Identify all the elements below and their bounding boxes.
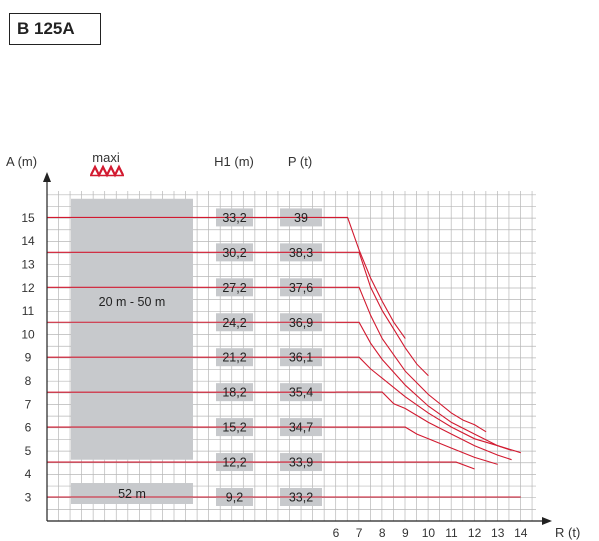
y-tick-label: 10 [21, 327, 35, 341]
capacity-curve [336, 426, 498, 465]
y-axis-arrow [43, 172, 51, 182]
y-tick-label: 4 [25, 467, 32, 481]
y-tick-label: 5 [25, 444, 32, 458]
p-value: 39 [294, 211, 308, 225]
p-value: 33,2 [289, 491, 313, 505]
y-tick-label: 12 [21, 281, 35, 295]
x-tick-label: 12 [468, 526, 482, 540]
model-label-box: B 125A [9, 13, 101, 45]
p-value: 36,1 [289, 351, 313, 365]
h1-column-header: H1 (m) [214, 154, 254, 169]
maxi-zigzag [90, 164, 124, 178]
range-block-label: 20 m - 50 m [99, 295, 166, 309]
axes-layer [43, 172, 552, 525]
h1-value: 30,2 [222, 246, 246, 260]
h1-value: 9,2 [226, 491, 243, 505]
y-tick-label: 6 [25, 421, 32, 435]
x-tick-label: 9 [402, 526, 409, 540]
h1-value: 18,2 [222, 386, 246, 400]
p-column-header: P (t) [288, 154, 312, 169]
p-value: 37,6 [289, 281, 313, 295]
h1-value: 24,2 [222, 316, 246, 330]
maxi-label: maxi [92, 150, 120, 165]
x-tick-label: 14 [514, 526, 528, 540]
h1-value: 12,2 [222, 456, 246, 470]
x-tick-label: 10 [422, 526, 436, 540]
capacity-curve [336, 391, 512, 461]
y-tick-label: 9 [25, 351, 32, 365]
maxi-icon [90, 164, 124, 178]
y-tick-label: 7 [25, 397, 32, 411]
range-block [71, 198, 193, 460]
range-blocks-layer [71, 198, 322, 506]
x-tick-label: 8 [379, 526, 386, 540]
series-layer [47, 216, 521, 498]
capacity-curve [336, 461, 475, 470]
p-value: 33,9 [289, 456, 313, 470]
range-block-label: 52 m [118, 487, 146, 501]
x-tick-label: 11 [445, 526, 458, 540]
p-value: 36,9 [289, 316, 313, 330]
x-tick-label: 13 [491, 526, 505, 540]
capacity-curve [336, 216, 406, 339]
y-tick-label: 11 [22, 304, 35, 318]
y-tick-label: 14 [21, 234, 35, 248]
y-axis-label: A (m) [6, 154, 37, 169]
y-tick-label: 8 [25, 374, 32, 388]
h1-value: 15,2 [222, 421, 246, 435]
y-tick-label: 3 [25, 491, 32, 505]
p-value: 38,3 [289, 246, 313, 260]
h1-value: 21,2 [222, 351, 246, 365]
capacity-curve [336, 251, 429, 377]
capacity-curve [336, 286, 487, 433]
x-tick-label: 7 [356, 526, 363, 540]
p-value: 34,7 [289, 421, 313, 435]
capacity-curve [336, 321, 512, 451]
model-label: B 125A [17, 19, 75, 38]
y-tick-label: 13 [21, 258, 35, 272]
capacity-curve [336, 356, 521, 454]
x-axis-label: R (t) [555, 525, 580, 540]
x-axis-arrow [542, 517, 552, 525]
y-tick-label: 15 [21, 211, 35, 225]
h1-value: 27,2 [222, 281, 246, 295]
range-block [71, 483, 193, 504]
p-value: 35,4 [289, 386, 313, 400]
x-tick-label: 6 [333, 526, 340, 540]
h1-value: 33,2 [222, 211, 246, 225]
